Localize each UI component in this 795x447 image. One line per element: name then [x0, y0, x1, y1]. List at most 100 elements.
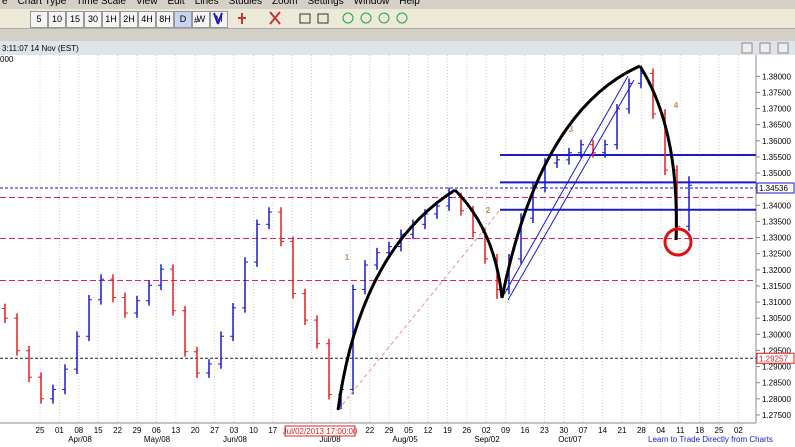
y-tick-label: 1.30500: [762, 314, 791, 323]
menu-item[interactable]: Zoom: [271, 0, 298, 7]
drawings: [336, 64, 693, 411]
menu-item[interactable]: Lines: [194, 0, 219, 7]
timeframe-button[interactable]: 30: [84, 11, 102, 28]
x-tick-label: 08: [327, 426, 336, 435]
menu-item[interactable]: Studies: [228, 0, 262, 7]
y-tick-label: 1.30000: [762, 330, 791, 339]
x-month-label: Oct/07: [558, 435, 582, 444]
timeframe-button[interactable]: 8H: [156, 11, 174, 28]
x-tick-label: 19: [443, 426, 452, 435]
x-tick-label: 22: [365, 426, 374, 435]
wave-number: 1: [345, 253, 350, 262]
x-tick-label: 02: [482, 426, 491, 435]
x-tick-label: 06: [152, 426, 161, 435]
x-tick-label: 12: [424, 426, 433, 435]
timeframe-button[interactable]: 4H: [138, 11, 156, 28]
y-tick-label: 1.36000: [762, 137, 791, 146]
x-tick-label: 30: [559, 426, 568, 435]
y-tick-label: 1.34000: [762, 201, 791, 210]
x-tick-label: 05: [404, 426, 413, 435]
timeframe-button[interactable]: 5: [30, 11, 48, 28]
timeframe-button[interactable]: 1H: [102, 11, 120, 28]
timeframe-button[interactable]: W: [192, 11, 210, 28]
menu-item[interactable]: Edit: [167, 0, 185, 7]
wave-number: 2: [486, 206, 491, 215]
timeframe-button[interactable]: 15: [66, 11, 84, 28]
x-tick-label: 02: [734, 426, 743, 435]
y-tick-label: 1.33500: [762, 217, 791, 226]
window-title: 3:11:07 14 Nov (EST): [2, 44, 79, 53]
menu-item[interactable]: Help: [399, 0, 420, 7]
wave-number: 4: [674, 101, 679, 110]
menu-item[interactable]: Window: [353, 0, 390, 7]
x-tick-label: 15: [346, 426, 355, 435]
corner-label: 000: [0, 55, 14, 64]
y-tick-label: 1.37000: [762, 105, 791, 114]
price-label: 1.34536: [759, 184, 788, 193]
y-tick-label: 1.35500: [762, 153, 791, 162]
x-tick-label: 17: [268, 426, 277, 435]
y-tick-label: 1.28000: [762, 395, 791, 404]
x-month-label: Sep/02: [474, 435, 500, 444]
menu-item[interactable]: View: [135, 0, 158, 7]
x-tick-label: 29: [133, 426, 142, 435]
x-tick-label: 29: [385, 426, 394, 435]
x-tick-label: 01: [55, 426, 64, 435]
x-tick-label: 13: [171, 426, 180, 435]
svg-text:#: #: [194, 16, 199, 25]
x-tick-label: 08: [74, 426, 83, 435]
cursor-date-label: Jul/02/2013 17:00:00: [283, 427, 358, 436]
y-tick-label: 1.36500: [762, 121, 791, 130]
y-tick-label: 1.27500: [762, 411, 791, 420]
x-month-label: May/08: [144, 435, 171, 444]
x-tick-label: 23: [540, 426, 549, 435]
y-tick-label: 1.31500: [762, 282, 791, 291]
price-label: 1.29257: [759, 354, 788, 363]
x-tick-label: 16: [521, 426, 530, 435]
footer-link[interactable]: Learn to Trade Directly from Charts: [648, 435, 773, 444]
title-bar: [0, 41, 795, 55]
x-month-label: Apr/08: [68, 435, 92, 444]
y-tick-label: 1.33000: [762, 234, 791, 243]
menu-bar: e Chart Type Time Scale View Edit Lines Studie…: [0, 0, 795, 8]
y-tick-label: 1.35000: [762, 169, 791, 178]
x-tick-label: 27: [210, 426, 219, 435]
price-label-box: [756, 182, 795, 194]
x-tick-label: 07: [579, 426, 588, 435]
cursor-date-box: [284, 425, 356, 437]
y-tick-label: 1.29000: [762, 363, 791, 372]
x-tick-label: 10: [249, 426, 258, 435]
x-tick-label: 09: [501, 426, 510, 435]
y-tick-label: 1.32500: [762, 250, 791, 259]
menu-item[interactable]: Chart Type: [17, 0, 67, 7]
x-tick-label: 20: [191, 426, 200, 435]
x-tick-label: 28: [637, 426, 646, 435]
menu-item[interactable]: Settings: [307, 0, 344, 7]
y-tick-label: 1.32000: [762, 266, 791, 275]
x-tick-label: 15: [94, 426, 103, 435]
timeframes: 51015301H2H4H8HDWM: [30, 9, 228, 28]
y-tick-label: 1.31000: [762, 298, 791, 307]
x-tick-label: 03: [230, 426, 239, 435]
x-tick-label: 04: [656, 426, 665, 435]
menu-item[interactable]: e: [2, 0, 8, 7]
x-month-label: Jul/08: [319, 435, 341, 444]
x-tick-label: 25: [715, 426, 724, 435]
x-tick-label: 21: [618, 426, 627, 435]
menu-item[interactable]: Time Scale: [76, 0, 126, 7]
y-tick-label: 1.37500: [762, 88, 791, 97]
timeframe-button[interactable]: D: [174, 11, 192, 28]
timeframe-button[interactable]: 10: [48, 11, 66, 28]
x-tick-label: 25: [36, 426, 45, 435]
wave-number: 3: [569, 125, 574, 134]
y-tick-label: 1.29500: [762, 346, 791, 355]
window-buttons[interactable]: [741, 42, 789, 54]
y-tick-label: 1.28500: [762, 379, 791, 388]
x-month-label: Aug/05: [392, 435, 418, 444]
timeframe-button[interactable]: 2H: [120, 11, 138, 28]
plot-bg: [0, 55, 795, 447]
toolbar: 51015301H2H4H8HDWM #: [0, 9, 795, 29]
x-tick-label: 11: [676, 426, 685, 435]
